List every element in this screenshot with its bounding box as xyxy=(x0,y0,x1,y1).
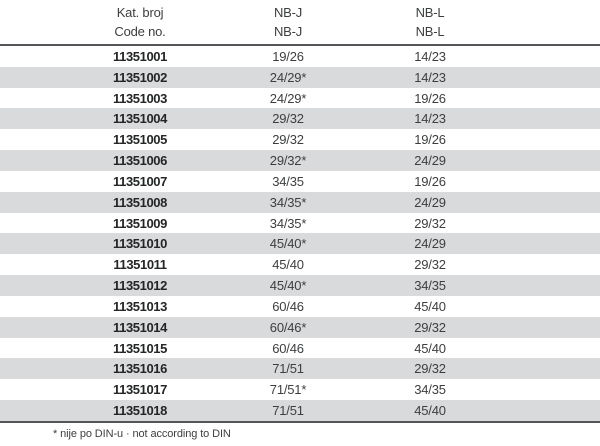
nbj-cell: 45/40* xyxy=(269,236,307,252)
nbl-cell: 19/26 xyxy=(414,90,446,106)
code-cell: 11351013 xyxy=(113,298,167,314)
nbl-cell: 45/40 xyxy=(414,340,446,356)
nbl-cell: 29/32 xyxy=(414,257,446,273)
code-cell: 11351003 xyxy=(113,90,167,106)
footer-divider xyxy=(0,420,600,423)
table-row: 11351002 24/29* 14/23 xyxy=(0,66,600,88)
code-cell: 11351016 xyxy=(113,361,167,377)
nbl-cell: 14/23 xyxy=(414,48,446,64)
nbl-cell: 14/23 xyxy=(414,111,446,127)
nbj-cell: 19/26 xyxy=(272,48,304,64)
nbl-cell: 29/32 xyxy=(414,361,446,377)
table-row: 11351003 24/29* 19/26 xyxy=(0,87,600,109)
table-header: Kat. broj Code no. NB-J NB-J NB-L NB-L xyxy=(0,0,600,44)
table-row: 11351007 34/35 19/26 xyxy=(0,170,600,192)
table-row: 11351017 71/51* 34/35 xyxy=(0,379,600,401)
nbj-cell: 45/40* xyxy=(269,278,307,294)
nbj-cell: 24/29* xyxy=(269,90,307,106)
nbl-cell: 19/26 xyxy=(414,132,446,148)
code-cell: 11351004 xyxy=(113,111,167,127)
column-header-code: Kat. broj Code no. xyxy=(70,3,210,44)
footnote: * nije po DIN-u · not according to DIN xyxy=(53,428,231,441)
table-row: 11351010 45/40* 24/29 xyxy=(0,233,600,255)
column-header-nbj-line2: NB-J xyxy=(273,24,303,39)
nbj-cell: 71/51 xyxy=(272,402,304,418)
header-spacer xyxy=(0,3,70,44)
nbj-cell: 29/32 xyxy=(272,132,304,148)
nbl-cell: 24/29 xyxy=(414,236,446,252)
nbl-cell: 45/40 xyxy=(414,402,446,418)
code-cell: 11351017 xyxy=(113,382,167,398)
nbj-cell: 45/40 xyxy=(272,257,304,273)
table-body: 11351001 19/26 14/23 11351002 24/29* 14/… xyxy=(0,46,600,421)
nbl-cell: 14/23 xyxy=(414,69,446,85)
table-row: 11351004 29/32 14/23 xyxy=(0,108,600,130)
code-cell: 11351015 xyxy=(113,340,167,356)
nbl-cell: 19/26 xyxy=(414,173,446,189)
nbj-cell: 60/46 xyxy=(272,340,304,356)
table-row: 11351009 34/35* 29/32 xyxy=(0,212,600,234)
code-cell: 11351001 xyxy=(113,48,167,64)
code-cell: 11351014 xyxy=(113,319,167,335)
table-row: 11351012 45/40* 34/35 xyxy=(0,275,600,296)
nbj-cell: 34/35 xyxy=(272,173,304,189)
table-row: 11351008 34/35* 24/29 xyxy=(0,191,600,213)
nbj-cell: 60/46 xyxy=(272,298,304,314)
column-header-nbl: NB-L NB-L xyxy=(366,3,494,44)
table-row: 11351018 71/51 45/40 xyxy=(0,400,600,421)
column-header-nbl-line1: NB-L xyxy=(415,5,445,20)
nbl-cell: 34/35 xyxy=(414,278,446,294)
table-row: 11351016 71/51 29/32 xyxy=(0,358,600,380)
nbl-cell: 45/40 xyxy=(414,298,446,314)
nbl-cell: 29/32 xyxy=(414,319,446,335)
table-row: 11351001 19/26 14/23 xyxy=(0,46,600,67)
column-header-code-line2: Code no. xyxy=(114,24,166,39)
nbj-cell: 60/46* xyxy=(269,319,307,335)
code-cell: 11351002 xyxy=(113,69,167,85)
column-header-nbj: NB-J NB-J xyxy=(210,3,366,44)
nbj-cell: 29/32 xyxy=(272,111,304,127)
code-cell: 11351011 xyxy=(113,257,167,273)
nbj-cell: 71/51* xyxy=(269,382,307,398)
table-row: 11351014 60/46* 29/32 xyxy=(0,316,600,338)
nbl-cell: 29/32 xyxy=(414,215,446,231)
code-cell: 11351018 xyxy=(113,402,167,418)
code-cell: 11351006 xyxy=(113,153,167,169)
nbj-cell: 29/32* xyxy=(269,153,307,169)
table-row: 11351011 45/40 29/32 xyxy=(0,254,600,276)
table-row: 11351013 60/46 45/40 xyxy=(0,295,600,317)
column-header-nbj-line1: NB-J xyxy=(273,5,303,20)
header-spacer-right xyxy=(494,3,600,44)
header-divider xyxy=(0,44,600,46)
nbl-cell: 34/35 xyxy=(414,382,446,398)
nbj-cell: 34/35* xyxy=(269,194,307,210)
column-header-code-line1: Kat. broj xyxy=(116,5,164,20)
table-footer: * nije po DIN-u · not according to DIN xyxy=(0,423,600,446)
nbj-cell: 24/29* xyxy=(269,69,307,85)
code-cell: 11351005 xyxy=(113,132,167,148)
column-header-nbl-line2: NB-L xyxy=(415,24,445,39)
nbj-cell: 34/35* xyxy=(269,215,307,231)
table-row: 11351015 60/46 45/40 xyxy=(0,337,600,359)
code-cell: 11351009 xyxy=(113,215,167,231)
code-cell: 11351012 xyxy=(113,278,167,294)
nbl-cell: 24/29 xyxy=(414,194,446,210)
nbj-cell: 71/51 xyxy=(272,361,304,377)
table-row: 11351005 29/32 19/26 xyxy=(0,129,600,151)
code-cell: 11351007 xyxy=(113,173,167,189)
nbl-cell: 24/29 xyxy=(414,153,446,169)
code-cell: 11351010 xyxy=(113,236,167,252)
code-cell: 11351008 xyxy=(113,194,167,210)
table-row: 11351006 29/32* 24/29 xyxy=(0,150,600,171)
